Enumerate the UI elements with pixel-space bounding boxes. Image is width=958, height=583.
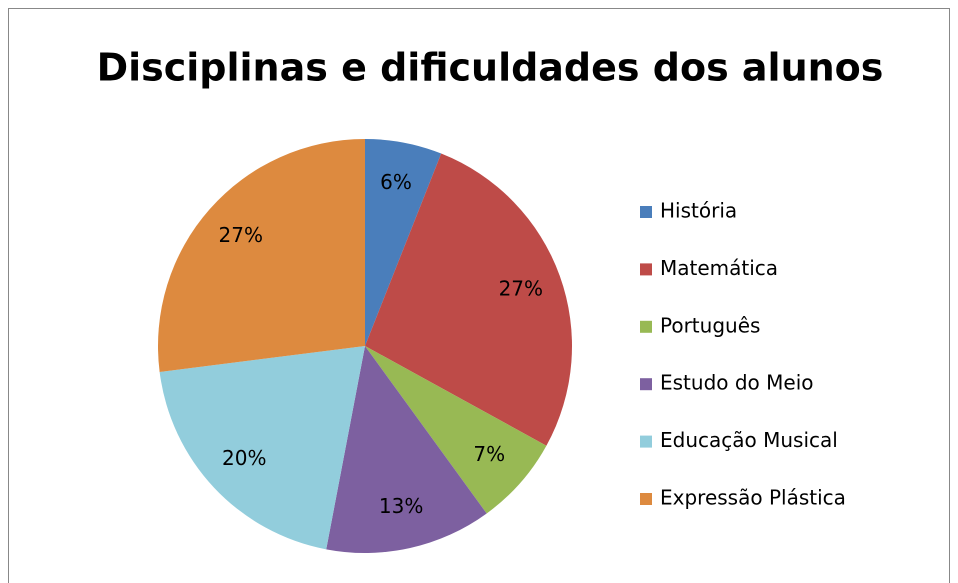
data-label: 6%: [380, 170, 412, 194]
legend-label: Matemática: [660, 256, 778, 280]
legend-label: Estudo do Meio: [660, 371, 814, 395]
legend-swatch: [640, 320, 652, 333]
legend-swatch: [640, 493, 652, 505]
pie-slice: [159, 346, 365, 550]
legend-swatch: [640, 378, 652, 391]
pie-slice: [365, 139, 442, 346]
legend-swatch: [640, 206, 652, 218]
chart-title: Disciplinas e dificuldades dos alunos: [97, 46, 884, 90]
legend-label: Expressão Plástica: [660, 486, 846, 510]
data-label: 7%: [473, 442, 505, 466]
legend-label: Educação Musical: [660, 428, 838, 452]
pie-slice: [365, 153, 572, 446]
legend-label: História: [660, 199, 737, 223]
data-label: 13%: [379, 494, 423, 518]
legend-swatch: [640, 435, 652, 448]
data-label: 27%: [499, 276, 543, 300]
pie-slice: [326, 346, 487, 553]
pie-slice: [157, 139, 365, 372]
pie-slice: [365, 346, 547, 514]
data-label: 27%: [219, 223, 263, 247]
data-label: 20%: [222, 446, 266, 470]
legend-label: Português: [660, 313, 760, 337]
legend-swatch: [640, 263, 652, 276]
